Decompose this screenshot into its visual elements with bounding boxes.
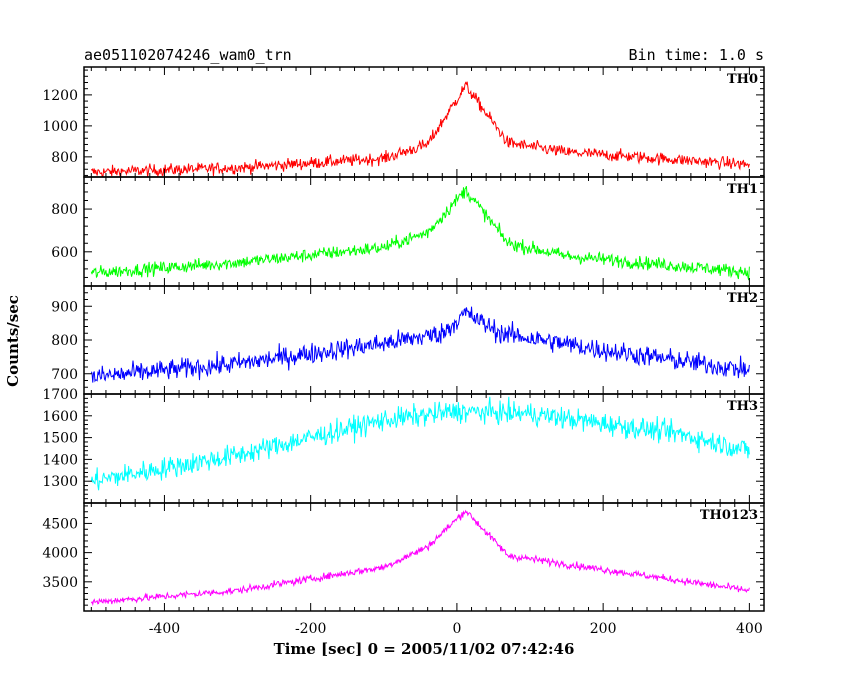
series-line-th1 — [90, 186, 750, 281]
y-tick-label: 1400 — [42, 452, 78, 468]
y-tick-label: 900 — [51, 299, 78, 315]
series-line-th0 — [90, 81, 750, 177]
y-tick-label: 1200 — [42, 88, 78, 104]
y-tick-label: 4500 — [42, 516, 78, 532]
chart-title-left: ae051102074246_wam0_trn — [84, 46, 292, 64]
chart-title-right: Bin time: 1.0 s — [629, 46, 764, 64]
x-tick-label: 200 — [590, 621, 617, 637]
y-tick-label: 800 — [51, 333, 78, 349]
y-tick-label: 1300 — [42, 474, 78, 490]
panel-th0: 800 1000 1200 TH0 — [42, 66, 765, 178]
panel-th1: 600 800 TH1 — [51, 176, 765, 287]
panel-label-th3: TH3 — [727, 399, 758, 414]
panel-th0123: 3500 4000 4500 TH0123 — [42, 502, 765, 612]
panel-frame — [83, 502, 765, 612]
panel-frame — [83, 393, 765, 504]
y-tick-label: 800 — [51, 150, 78, 166]
y-tick-label: 1000 — [42, 119, 78, 135]
y-tick-label: 1600 — [42, 409, 78, 425]
y-tick-label: 4000 — [42, 546, 78, 562]
y-tick-label: 600 — [51, 245, 78, 261]
panel-label-th2: TH2 — [727, 291, 758, 306]
panel-label-th0123: TH0123 — [700, 508, 758, 523]
series-line-th2 — [90, 306, 750, 383]
series-line-th0123 — [90, 509, 750, 607]
panel-label-th1: TH1 — [727, 182, 758, 197]
x-tick-label: -400 — [149, 621, 180, 637]
x-tick-label: -200 — [295, 621, 326, 637]
y-axis-title: Counts/sec — [4, 295, 22, 387]
panel-frame — [83, 285, 765, 395]
y-tick-label: 1500 — [42, 431, 78, 447]
y-tick-label: 1700 — [42, 387, 78, 403]
x-tick-label: 400 — [736, 621, 763, 637]
panel-frame — [83, 66, 765, 178]
panel-th3: 1300 1400 1500 1600 1700 TH3 — [42, 387, 765, 504]
panel-th2: 700 800 900 TH2 — [51, 285, 765, 395]
panels-group: 80010001200TH0600800TH1700800900TH213001… — [42, 66, 765, 612]
series-line-th3 — [90, 396, 750, 491]
x-axis-title: Time [sec] 0 = 2005/11/02 07:42:46 — [274, 640, 575, 658]
y-tick-label: 700 — [51, 367, 78, 383]
y-tick-label: 3500 — [42, 575, 78, 591]
x-axis: -400 -200 0 200 400 — [149, 621, 763, 637]
y-tick-label: 800 — [51, 202, 78, 218]
panel-label-th0: TH0 — [727, 72, 758, 87]
x-tick-label: 0 — [452, 621, 461, 637]
